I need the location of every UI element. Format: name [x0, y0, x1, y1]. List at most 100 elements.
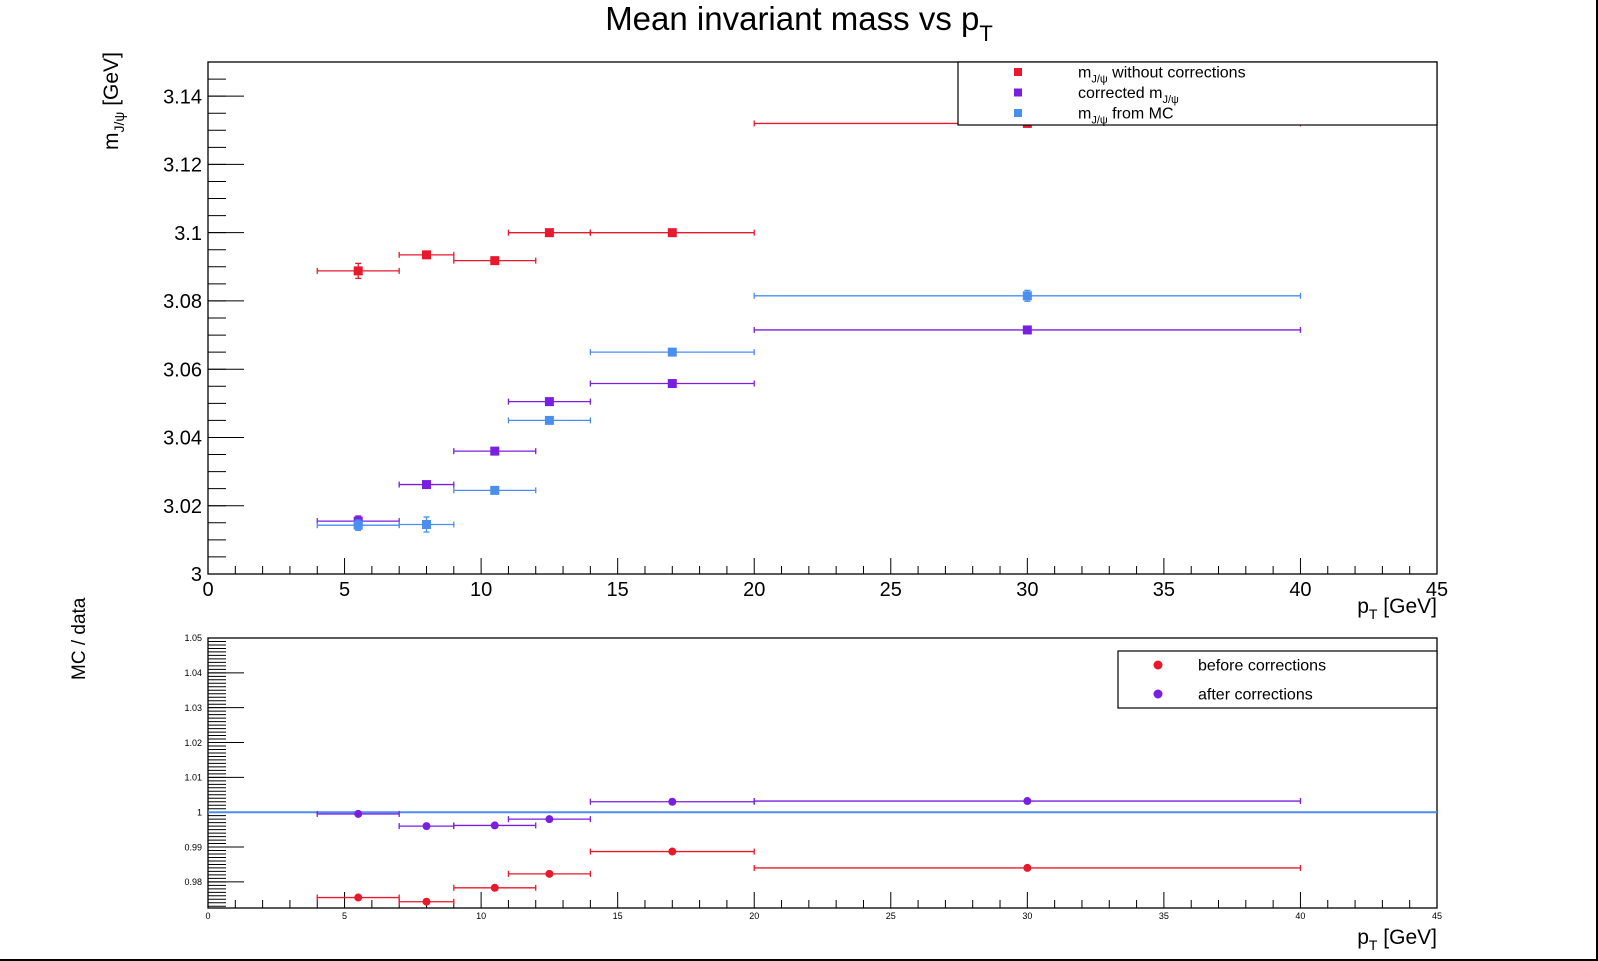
ratio-y-axis-label: MC / data — [69, 597, 90, 680]
ratio-y-tick-label: 0.99 — [184, 842, 202, 852]
data-point-circle — [1023, 863, 1032, 872]
data-point-circle — [422, 822, 431, 831]
data-point-square — [353, 520, 363, 530]
legend-marker-circle — [1153, 660, 1163, 670]
ratio-x-tick-label: 35 — [1159, 911, 1169, 921]
data-point-circle — [354, 893, 363, 902]
data-point-square — [421, 250, 431, 260]
top-series-2 — [316, 289, 1302, 533]
top-y-tick-label: 3.1 — [174, 223, 202, 245]
ratio-y-tick-label: 1.01 — [184, 773, 202, 783]
ratio-y-tick-label: 1.03 — [184, 703, 202, 713]
data-point-square — [490, 485, 500, 495]
data-point-circle — [545, 815, 554, 824]
legend-entry-label: corrected mJ/ψ — [1078, 85, 1179, 106]
data-point-circle — [668, 847, 677, 856]
data-point-square — [544, 228, 554, 238]
ratio-legend: before corrections after corrections — [1117, 650, 1438, 709]
top-y-tick-label: 3.04 — [163, 428, 202, 450]
legend-entry-label: after corrections — [1198, 687, 1313, 704]
legend-entry-label-main: m — [1078, 106, 1091, 123]
ratio-x-axis-label-main: p — [1357, 926, 1369, 949]
ratio-x-axis-label-sub: T — [1369, 937, 1378, 953]
ratio-y-tick-label: 0.98 — [184, 877, 202, 887]
legend-entry-label: mJ/ψ from MC — [1078, 106, 1174, 127]
legend-entry-label-main: m — [1078, 65, 1091, 82]
data-point-square — [667, 379, 677, 389]
ratio-x-tick-label: 15 — [613, 911, 623, 921]
ratio-x-tick-label: 30 — [1022, 911, 1032, 921]
top-plot-frame — [207, 61, 1438, 575]
data-point-square — [1022, 325, 1032, 335]
data-point-square — [353, 266, 363, 276]
chart-title-main: Mean invariant mass vs p — [605, 0, 979, 37]
top-y-tick-label: 3.06 — [163, 359, 202, 381]
chart-title-sub: T — [979, 21, 992, 46]
top-series-0 — [316, 118, 1302, 280]
legend-entry-label-main: corrected m — [1078, 85, 1162, 102]
ratio-x-tick-label: 0 — [205, 911, 210, 921]
ratio-x-tick-label: 25 — [886, 911, 896, 921]
legend-entry-label-sub: J/ψ — [1162, 94, 1179, 106]
data-point-circle — [545, 869, 554, 878]
top-x-axis-label-rest: [GeV] — [1377, 595, 1437, 618]
legend-entry-label-main: after corrections — [1198, 687, 1313, 704]
ratio-x-axis-label: pT [GeV] — [1357, 926, 1437, 953]
ratio-x-axis-label-rest: [GeV] — [1377, 926, 1437, 949]
ratio-y-axis-label-main: MC / data — [69, 597, 90, 680]
ratio-series-0 — [316, 847, 1302, 906]
data-point-square — [544, 415, 554, 425]
top-x-tick-label: 5 — [339, 579, 350, 601]
ratio-plot: 0 5 10 15 20 25 30 35 40 45 0.98 0.99 1 1.01 1.02 1.03 1… — [69, 597, 1442, 953]
legend-entry-label: before corrections — [1198, 658, 1326, 675]
top-x-tick-label: 20 — [743, 579, 765, 601]
data-point-square — [421, 520, 431, 530]
data-point-square — [490, 256, 500, 266]
legend-entry-label-rest: from MC — [1108, 106, 1174, 123]
data-point-circle — [668, 797, 677, 806]
top-x-tick-label: 15 — [607, 579, 629, 601]
legend-marker-circle — [1153, 689, 1163, 699]
ratio-series-1 — [316, 797, 1302, 831]
top-series-1 — [316, 325, 1302, 527]
top-x-tick-label: 40 — [1289, 579, 1311, 601]
top-y-tick-label: 3.08 — [163, 291, 202, 313]
data-point-square — [490, 446, 500, 456]
ratio-y-tick-label: 1 — [197, 807, 202, 817]
data-point-circle — [354, 809, 363, 818]
legend-marker-square — [1014, 88, 1022, 97]
top-y-tick-label: 3.14 — [163, 86, 202, 108]
legend-marker-square — [1014, 109, 1022, 117]
top-y-tick-label: 3 — [191, 564, 202, 586]
top-x-tick-label: 25 — [880, 579, 902, 601]
top-x-axis-label-sub: T — [1369, 606, 1378, 622]
top-x-tick-label: 35 — [1153, 579, 1175, 601]
ratio-x-tick-label: 10 — [476, 911, 486, 921]
ratio-y-tick-label: 1.04 — [184, 668, 202, 678]
top-x-tick-label: 30 — [1016, 579, 1038, 601]
ratio-x-tick-label: 40 — [1295, 911, 1305, 921]
data-point-circle — [490, 883, 499, 892]
top-x-axis-label-main: p — [1357, 595, 1369, 618]
top-y-axis-label: mJ/ψ [GeV] — [100, 52, 127, 150]
data-point-square — [667, 347, 677, 357]
data-point-square — [667, 228, 677, 238]
ratio-plot-frame — [207, 637, 1438, 909]
legend-box — [957, 61, 1438, 126]
ratio-x-tick-label: 20 — [749, 911, 759, 921]
top-x-tick-label: 0 — [202, 579, 213, 601]
top-x-tick-label: 45 — [1426, 579, 1448, 601]
top-y-axis-label-sub: J/ψ — [111, 112, 127, 133]
ratio-y-tick-label: 1.02 — [184, 738, 202, 748]
data-point-square — [1022, 291, 1032, 301]
ratio-x-tick-label: 5 — [342, 911, 347, 921]
legend-entry-label-rest: without corrections — [1108, 65, 1246, 82]
top-y-axis-label-rest: [GeV] — [100, 52, 123, 112]
ratio-x-tick-label: 45 — [1432, 911, 1442, 921]
legend-entry-label-sub: J/ψ — [1091, 115, 1108, 127]
ratio-y-tick-label: 1.05 — [184, 633, 202, 643]
data-point-square — [421, 480, 431, 490]
